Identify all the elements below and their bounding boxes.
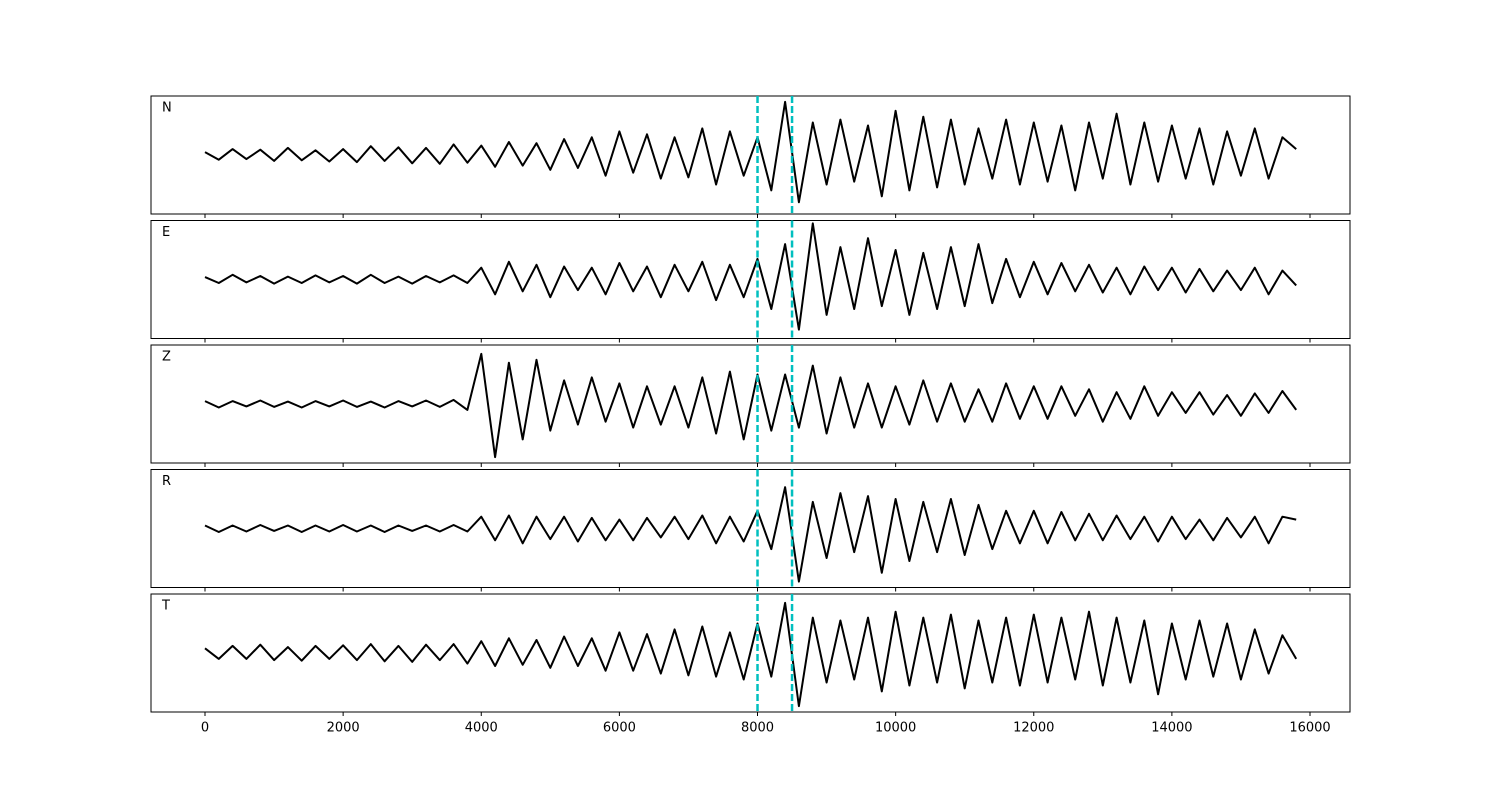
- trace: [204, 486, 1297, 583]
- x-tick-label: 12000: [1013, 721, 1054, 736]
- x-tick-label: 4000: [465, 721, 498, 736]
- x-tick-label: 2000: [327, 721, 360, 736]
- trace: [204, 222, 1297, 331]
- panel-label: R: [162, 474, 171, 489]
- trace: [204, 100, 1297, 204]
- panel-label: N: [162, 101, 172, 116]
- x-tick-label: 8000: [741, 721, 774, 736]
- trace: [204, 601, 1298, 708]
- x-tick-label: 6000: [603, 721, 636, 736]
- x-tick-label: 0: [201, 721, 209, 736]
- panel-label: E: [162, 225, 170, 240]
- x-tick-label: 14000: [1151, 721, 1192, 736]
- panel-label: T: [161, 599, 170, 614]
- x-tick-label: 16000: [1289, 721, 1330, 736]
- x-tick-label: 10000: [875, 721, 916, 736]
- trace: [204, 352, 1298, 459]
- panel-label: Z: [162, 350, 171, 365]
